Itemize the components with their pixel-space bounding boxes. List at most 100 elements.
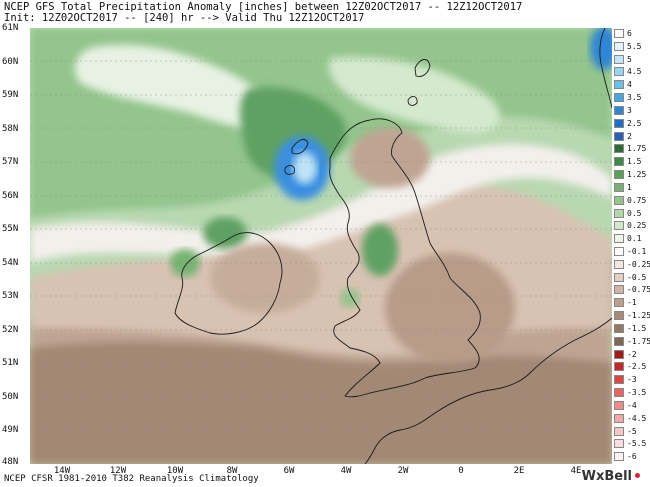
legend-label: -1.25	[627, 311, 650, 321]
coastlines	[174, 28, 612, 464]
legend-swatch	[614, 388, 624, 398]
legend-label: 5	[627, 54, 632, 64]
legend-swatch	[614, 182, 624, 192]
legend-item: -2	[612, 349, 650, 360]
lon-label: 2E	[513, 466, 525, 476]
legend-swatch	[614, 208, 624, 218]
legend-swatch	[614, 41, 624, 51]
climatology-note: NCEP CFSR 1981-2010 T382 Reanalysis Clim…	[4, 474, 259, 484]
legend-swatch	[614, 80, 624, 90]
legend-label: -0.1	[627, 247, 647, 256]
legend-label: -1.75	[627, 336, 650, 346]
lat-label: 59N	[2, 90, 19, 100]
lat-label: 57N	[2, 157, 19, 167]
lat-label: 51N	[2, 358, 19, 368]
irish-green-patch	[203, 217, 247, 249]
legend-swatch	[614, 298, 624, 308]
dry-deep-field	[30, 342, 612, 464]
legend-item: 1	[612, 182, 650, 193]
legend-item: 6	[612, 28, 650, 39]
legend-label: 4.5	[627, 67, 642, 77]
legend-item: 3	[612, 105, 650, 116]
precipitation-anomaly-map	[30, 28, 612, 464]
map-title: NCEP GFS Total Precipitation Anomaly [in…	[4, 1, 523, 13]
orkney-shetland	[407, 59, 431, 106]
legend-swatch	[614, 144, 624, 154]
legend-item: -1.25	[612, 310, 650, 321]
legend-label: -4.5	[627, 413, 647, 423]
lat-label: 61N	[2, 23, 19, 33]
lon-label: 12W	[109, 466, 127, 476]
logo-dot-icon	[635, 473, 640, 478]
legend-swatch	[614, 105, 624, 115]
lat-label: 52N	[2, 325, 19, 335]
legend-label: -5.5	[627, 439, 647, 449]
legend-swatch	[614, 131, 624, 141]
legend-item: 3.5	[612, 92, 650, 103]
legend-label: -3.5	[627, 388, 647, 398]
legend-label: 1.5	[627, 157, 642, 167]
legend-label: -0.75	[627, 285, 650, 295]
lon-label: 0	[458, 466, 464, 476]
legend-label: -0.5	[627, 272, 647, 282]
lon-label: 14W	[53, 466, 71, 476]
lat-label: 49N	[2, 425, 19, 435]
legend-item: 0.75	[612, 195, 650, 206]
lon-label: 4W	[340, 466, 352, 476]
legend-label: 3.5	[627, 93, 642, 103]
lat-label: 58N	[2, 124, 19, 134]
highland-dry	[350, 128, 430, 188]
legend-swatch	[614, 362, 624, 372]
legend-swatch	[614, 93, 624, 103]
legend-swatch	[614, 221, 624, 231]
legend-swatch	[614, 400, 624, 410]
legend-swatch	[614, 375, 624, 385]
pennine-green	[362, 224, 398, 276]
lon-label: 4E	[570, 466, 582, 476]
legend-item: 0.25	[612, 220, 650, 231]
legend-swatch	[614, 426, 624, 436]
legend-label: 2	[627, 131, 632, 141]
white-northeast-patch	[328, 57, 501, 133]
legend-swatch	[614, 311, 624, 321]
legend-label: 3	[627, 105, 632, 115]
lon-label: 10W	[166, 466, 184, 476]
lat-label: 48N	[2, 457, 19, 467]
ireland-coast	[174, 232, 283, 335]
legend-label: -6	[627, 452, 637, 462]
legend-swatch	[614, 29, 624, 38]
lat-label: 60N	[2, 57, 19, 67]
legend-label: -2	[627, 349, 637, 359]
wxbell-logo: WxBell	[581, 469, 632, 484]
legend-item: -5	[612, 426, 650, 437]
legend-item: -3	[612, 374, 650, 385]
legend-swatch	[614, 195, 624, 205]
legend-label: -1	[627, 298, 637, 308]
legend-swatch	[614, 118, 624, 128]
legend-label: -0.25	[627, 259, 650, 269]
lon-label: 8W	[226, 466, 238, 476]
continental-coast	[364, 317, 612, 464]
legend-label: 5.5	[627, 41, 642, 51]
legend-label: -1.5	[627, 323, 647, 333]
legend-label: 0.1	[627, 234, 642, 244]
legend-item: -0.25	[612, 259, 650, 270]
legend-label: 6	[627, 29, 632, 38]
legend-item: -5.5	[612, 438, 650, 449]
legend-swatch	[614, 272, 624, 282]
legend-item: 2	[612, 131, 650, 142]
great-britain-coast	[329, 118, 481, 398]
legend-label: -5	[627, 426, 637, 436]
legend-item: 5.5	[612, 41, 650, 52]
lat-label: 50N	[2, 392, 19, 402]
legend-item: -4	[612, 400, 650, 411]
legend-label: 1.25	[627, 170, 647, 180]
hebrides	[284, 138, 309, 175]
legend-swatch	[614, 413, 624, 423]
lon-label: 2W	[397, 466, 409, 476]
lat-label: 56N	[2, 191, 19, 201]
legend-item: 5	[612, 54, 650, 65]
legend-item: 0.1	[612, 233, 650, 244]
legend-item: -4.5	[612, 413, 650, 424]
legend-swatch	[614, 349, 624, 359]
